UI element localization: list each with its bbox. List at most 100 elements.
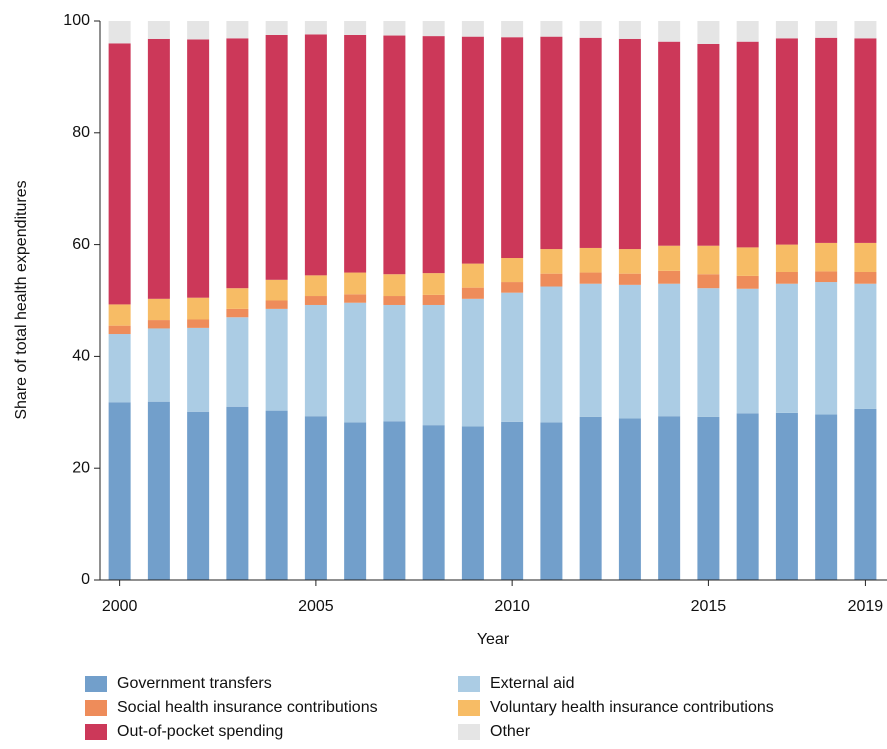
bar-segment: [422, 21, 445, 37]
y-tick-label: 40: [72, 348, 90, 365]
bar-segment: [187, 319, 210, 328]
x-tick-label: 2019: [848, 598, 884, 615]
y-tick-label: 80: [72, 124, 90, 141]
legend-swatch: [458, 676, 480, 692]
x-tick-label: 2000: [102, 598, 138, 615]
bar-segment: [501, 37, 524, 259]
bar-segment: [422, 36, 445, 274]
bar-segment: [540, 273, 563, 287]
bar-segment: [540, 36, 563, 250]
bar-segment: [147, 298, 170, 321]
bar-segment: [226, 406, 249, 580]
bar-segment: [736, 41, 759, 248]
bar-segment: [344, 294, 367, 303]
bar-segment: [422, 294, 445, 305]
bar-segment: [304, 304, 327, 417]
bar-segment: [383, 421, 406, 580]
bar-segment: [854, 408, 877, 580]
bar-segment: [422, 304, 445, 426]
y-tick-label: 0: [81, 571, 90, 588]
bar-segment: [618, 273, 641, 285]
bar-segment: [658, 41, 681, 246]
bar-segment: [697, 416, 720, 580]
bar-segment: [108, 43, 131, 305]
bar-segment: [658, 283, 681, 417]
bar-segment: [187, 297, 210, 320]
bar-segment: [461, 426, 484, 580]
bar-segment: [540, 286, 563, 423]
bar-segment: [736, 247, 759, 276]
bar-segment: [383, 274, 406, 297]
bar-segment: [854, 242, 877, 272]
bar-segment: [658, 21, 681, 42]
bar-segment: [501, 21, 524, 38]
bar-segment: [187, 327, 210, 412]
bar-segment: [618, 284, 641, 419]
bar-segment: [736, 275, 759, 289]
bar-segment: [501, 421, 524, 580]
y-tick-label: 100: [63, 12, 90, 29]
bar-segment: [461, 298, 484, 427]
bar-segment: [226, 288, 249, 309]
bar-segment: [108, 325, 131, 335]
bar-segment: [775, 21, 798, 39]
bar-segment: [697, 274, 720, 289]
bar-segment: [265, 279, 288, 301]
legend-swatch: [85, 724, 107, 740]
bar-segment: [226, 308, 249, 318]
bar-segment: [147, 21, 170, 39]
bar-segment: [108, 334, 131, 403]
bar-segment: [147, 328, 170, 402]
bar-segment: [854, 38, 877, 243]
bar-segment: [736, 413, 759, 580]
bar-segment: [579, 37, 602, 248]
bar-segment: [226, 317, 249, 407]
bar-segment: [658, 270, 681, 284]
bar-segment: [618, 21, 641, 39]
bar-segment: [775, 412, 798, 580]
bar-segment: [815, 21, 838, 38]
bar-segment: [697, 245, 720, 275]
bar-segment: [854, 21, 877, 39]
bar-segment: [265, 308, 288, 411]
x-axis-label: Year: [477, 631, 510, 648]
bar-segment: [658, 416, 681, 580]
bar-segment: [108, 304, 131, 326]
bar-segment: [187, 411, 210, 580]
bar-segment: [854, 283, 877, 409]
legend-swatch: [458, 724, 480, 740]
bar-segment: [618, 418, 641, 580]
bar-segment: [304, 275, 327, 297]
bar-segment: [304, 416, 327, 580]
bar-segment: [304, 296, 327, 305]
x-tick-label: 2005: [298, 598, 334, 615]
legend-label: Government transfers: [117, 675, 272, 692]
legend-label: External aid: [490, 675, 575, 692]
bar-segment: [579, 272, 602, 284]
bar-segment: [344, 302, 367, 423]
bar-segment: [226, 38, 249, 289]
bar-segment: [461, 263, 484, 288]
bar-segment: [815, 414, 838, 580]
bar-segment: [697, 288, 720, 417]
bar-segment: [304, 21, 327, 35]
bar-segment: [618, 249, 641, 274]
bar-segment: [618, 38, 641, 250]
bar-segment: [854, 271, 877, 284]
bar-segment: [815, 282, 838, 415]
legend-label: Out-of-pocket spending: [117, 723, 283, 740]
bar-segment: [265, 34, 288, 280]
y-tick-label: 60: [72, 236, 90, 253]
bar-segment: [344, 21, 367, 35]
bar-segment: [265, 21, 288, 35]
x-tick-label: 2015: [691, 598, 727, 615]
y-axis-label: Share of total health expenditures: [13, 180, 30, 419]
bar-segment: [187, 21, 210, 40]
x-tick-label: 2010: [494, 598, 530, 615]
bar-segment: [775, 244, 798, 272]
y-tick-label: 20: [72, 459, 90, 476]
bar-segment: [344, 422, 367, 580]
bar-segment: [775, 271, 798, 284]
bar-segment: [461, 287, 484, 299]
bar-segment: [422, 273, 445, 295]
